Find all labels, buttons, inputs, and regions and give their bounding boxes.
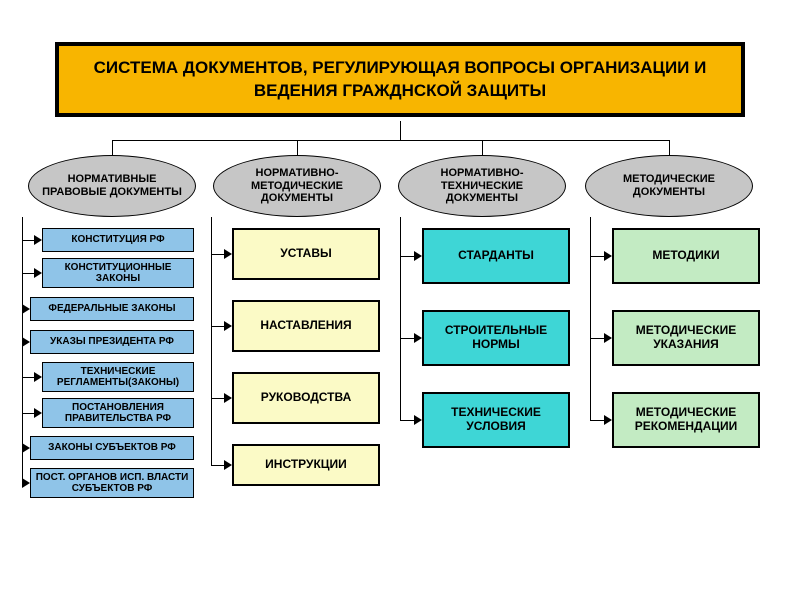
item-label: ФЕДЕРАЛЬНЫЕ ЗАКОНЫ — [48, 303, 175, 315]
connector-line — [297, 140, 298, 155]
arrow-icon — [34, 235, 42, 245]
item-label: КОНСТИТУЦИЯ РФ — [71, 234, 164, 246]
arrow-icon — [224, 460, 232, 470]
arrow-icon — [22, 478, 30, 488]
item-label: ТЕХНИЧЕСКИЕ УСЛОВИЯ — [428, 406, 564, 434]
item-label: ПОСТАНОВЛЕНИЯ ПРАВИТЕЛЬСТВА РФ — [47, 402, 189, 425]
item-label: СТАРДАНТЫ — [458, 249, 534, 263]
arrow-icon — [604, 415, 612, 425]
item-box: РУКОВОДСТВА — [232, 372, 380, 424]
item-label: ПОСТ. ОРГАНОВ ИСП. ВЛАСТИ СУБЪЕКТОВ РФ — [35, 472, 189, 495]
item-label: НАСТАВЛЕНИЯ — [260, 319, 351, 333]
item-box: ПОСТ. ОРГАНОВ ИСП. ВЛАСТИ СУБЪЕКТОВ РФ — [30, 468, 194, 498]
category-ellipse: НОРМАТИВНЫЕ ПРАВОВЫЕ ДОКУМЕНТЫ — [28, 155, 196, 217]
connector-line — [590, 338, 604, 339]
connector-line — [400, 338, 414, 339]
item-box: УКАЗЫ ПРЕЗИДЕНТА РФ — [30, 330, 194, 354]
connector-line — [211, 326, 224, 327]
arrow-icon — [604, 333, 612, 343]
item-box: ТЕХНИЧЕСКИЕ РЕГЛАМЕНТЫ(ЗАКОНЫ) — [42, 362, 194, 392]
category-ellipse: НОРМАТИВНО-ТЕХНИЧЕСКИЕ ДОКУМЕНТЫ — [398, 155, 566, 217]
item-box: КОНСТИТУЦИЯ РФ — [42, 228, 194, 252]
connector-line — [400, 217, 401, 420]
arrow-icon — [22, 337, 30, 347]
arrow-icon — [34, 268, 42, 278]
item-label: СТРОИТЕЛЬНЫЕ НОРМЫ — [428, 324, 564, 352]
connector-line — [22, 273, 34, 274]
connector-line — [400, 121, 401, 140]
connector-line — [211, 398, 224, 399]
item-box: СТАРДАНТЫ — [422, 228, 570, 284]
connector-line — [482, 140, 483, 155]
arrow-icon — [414, 415, 422, 425]
arrow-icon — [34, 408, 42, 418]
title-text: СИСТЕМА ДОКУМЕНТОВ, РЕГУЛИРУЮЩАЯ ВОПРОСЫ… — [79, 57, 721, 101]
item-label: КОНСТИТУЦИОННЫЕ ЗАКОНЫ — [47, 262, 189, 285]
arrow-icon — [22, 443, 30, 453]
arrow-icon — [414, 333, 422, 343]
arrow-icon — [34, 372, 42, 382]
category-label: НОРМАТИВНО-МЕТОДИЧЕСКИЕ ДОКУМЕНТЫ — [220, 167, 374, 205]
item-box: ЗАКОНЫ СУБЪЕКТОВ РФ — [30, 436, 194, 460]
item-box: МЕТОДИЧЕСКИЕ УКАЗАНИЯ — [612, 310, 760, 366]
item-box: МЕТОДИЧЕСКИЕ РЕКОМЕНДАЦИИ — [612, 392, 760, 448]
item-box: КОНСТИТУЦИОННЫЕ ЗАКОНЫ — [42, 258, 194, 288]
category-label: НОРМАТИВНЫЕ ПРАВОВЫЕ ДОКУМЕНТЫ — [35, 173, 189, 198]
item-label: ТЕХНИЧЕСКИЕ РЕГЛАМЕНТЫ(ЗАКОНЫ) — [47, 366, 189, 389]
connector-line — [112, 140, 669, 141]
arrow-icon — [224, 321, 232, 331]
item-label: МЕТОДИЧЕСКИЕ РЕКОМЕНДАЦИИ — [618, 406, 754, 434]
item-box: СТРОИТЕЛЬНЫЕ НОРМЫ — [422, 310, 570, 366]
connector-line — [211, 465, 224, 466]
category-ellipse: НОРМАТИВНО-МЕТОДИЧЕСКИЕ ДОКУМЕНТЫ — [213, 155, 381, 217]
connector-line — [590, 420, 604, 421]
arrow-icon — [414, 251, 422, 261]
category-label: МЕТОДИЧЕСКИЕ ДОКУМЕНТЫ — [592, 173, 746, 198]
item-box: МЕТОДИКИ — [612, 228, 760, 284]
item-label: УКАЗЫ ПРЕЗИДЕНТА РФ — [50, 336, 174, 348]
item-box: УСТАВЫ — [232, 228, 380, 280]
connector-line — [112, 140, 113, 155]
arrow-icon — [224, 249, 232, 259]
item-box: ФЕДЕРАЛЬНЫЕ ЗАКОНЫ — [30, 297, 194, 321]
arrow-icon — [22, 304, 30, 314]
connector-line — [211, 254, 224, 255]
connector-line — [400, 256, 414, 257]
connector-line — [590, 217, 591, 420]
title-box: СИСТЕМА ДОКУМЕНТОВ, РЕГУЛИРУЮЩАЯ ВОПРОСЫ… — [55, 42, 745, 117]
category-ellipse: МЕТОДИЧЕСКИЕ ДОКУМЕНТЫ — [585, 155, 753, 217]
connector-line — [22, 413, 34, 414]
item-box: НАСТАВЛЕНИЯ — [232, 300, 380, 352]
item-box: ИНСТРУКЦИИ — [232, 444, 380, 486]
item-label: УСТАВЫ — [280, 247, 332, 261]
category-label: НОРМАТИВНО-ТЕХНИЧЕСКИЕ ДОКУМЕНТЫ — [405, 167, 559, 205]
connector-line — [22, 240, 34, 241]
item-label: РУКОВОДСТВА — [261, 391, 352, 405]
item-label: ЗАКОНЫ СУБЪЕКТОВ РФ — [48, 442, 176, 454]
connector-line — [22, 377, 34, 378]
connector-line — [400, 420, 414, 421]
item-box: ТЕХНИЧЕСКИЕ УСЛОВИЯ — [422, 392, 570, 448]
item-label: ИНСТРУКЦИИ — [265, 458, 347, 472]
item-label: МЕТОДИКИ — [652, 249, 719, 263]
connector-line — [590, 256, 604, 257]
item-box: ПОСТАНОВЛЕНИЯ ПРАВИТЕЛЬСТВА РФ — [42, 398, 194, 428]
arrow-icon — [604, 251, 612, 261]
arrow-icon — [224, 393, 232, 403]
item-label: МЕТОДИЧЕСКИЕ УКАЗАНИЯ — [618, 324, 754, 352]
connector-line — [669, 140, 670, 155]
